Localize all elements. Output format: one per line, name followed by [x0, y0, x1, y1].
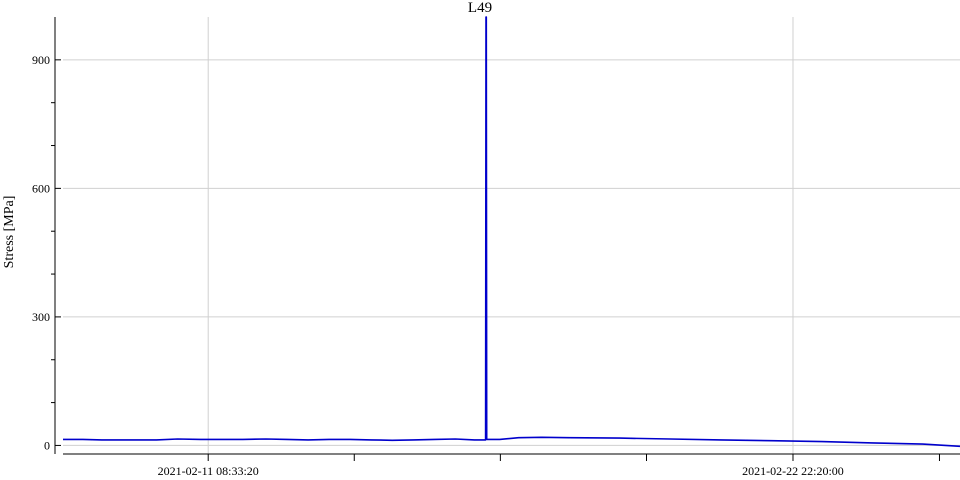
- y-axis-label: Stress [MPa]: [2, 196, 17, 269]
- y-tick-label: 900: [32, 53, 50, 67]
- y-tick-label: 0: [44, 438, 50, 452]
- grid: [63, 17, 960, 454]
- chart-title: L49: [468, 0, 492, 16]
- y-tick-label: 600: [32, 181, 50, 195]
- x-tick-label: 2021-02-22 22:20:00: [742, 464, 844, 478]
- axis-ticks: 0 300 600 900 2021-02-11 08:33:20 2021-02-22 …: [32, 53, 940, 478]
- y-tick-label: 300: [32, 310, 50, 324]
- series-layer: [63, 16, 960, 448]
- x-tick-label: 2021-02-11 08:33:20: [158, 464, 259, 478]
- stress-series-line: [63, 16, 960, 448]
